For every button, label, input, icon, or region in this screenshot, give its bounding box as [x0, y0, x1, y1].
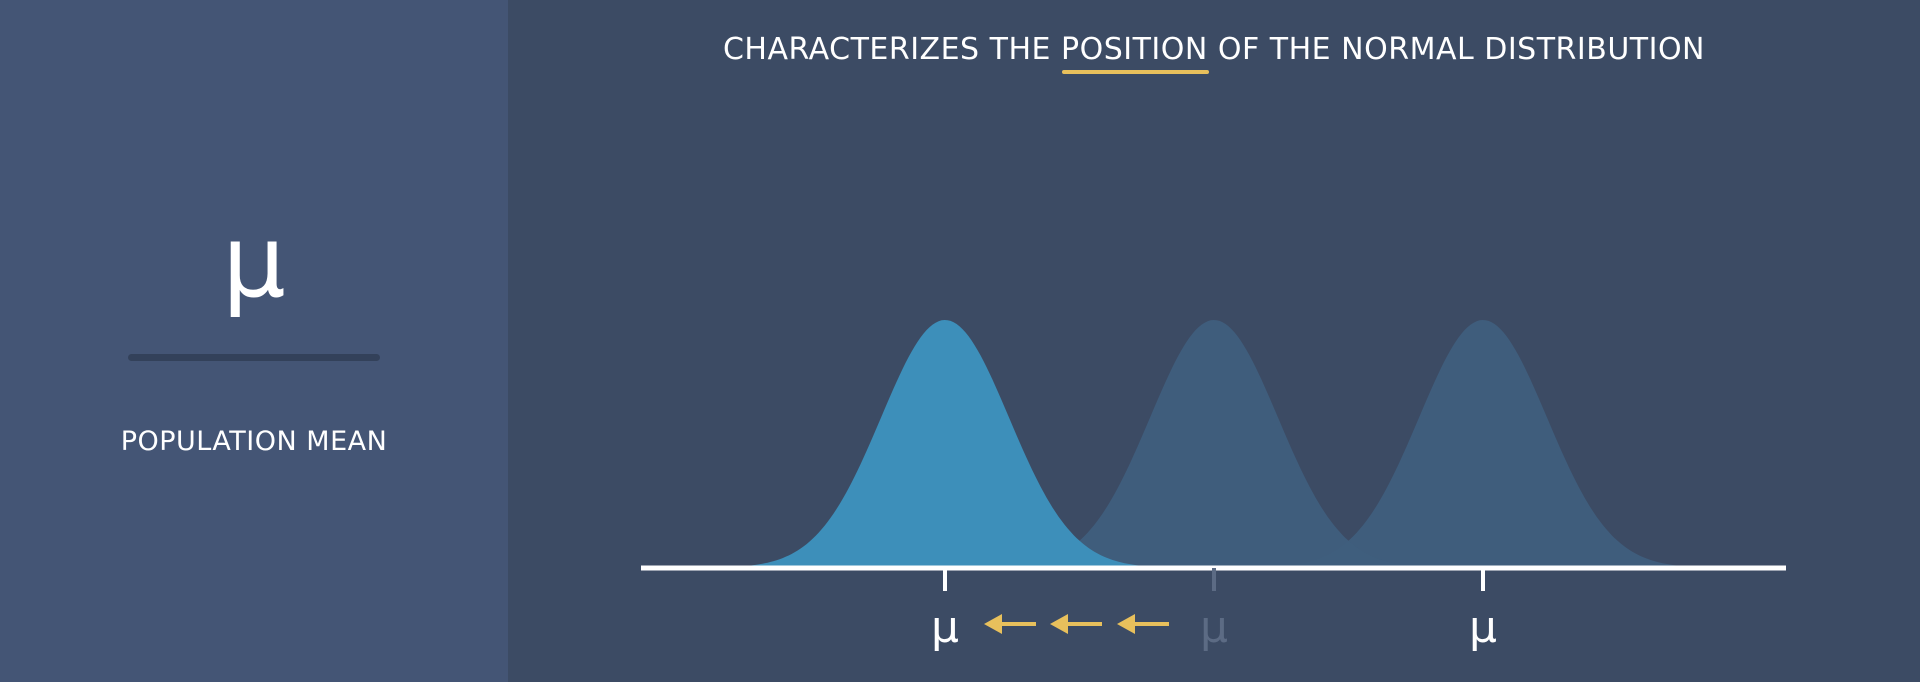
- arrow-left-icon: [1117, 614, 1169, 634]
- curves-group: [650, 320, 1778, 568]
- shift-arrows-group: [984, 614, 1169, 634]
- curve-active: [650, 320, 1240, 568]
- arrow-left-icon: [984, 614, 1036, 634]
- curve-faded-middle: [919, 320, 1509, 568]
- mean-label-active: μ: [931, 602, 959, 653]
- mean-label-faded-right: μ: [1469, 602, 1497, 653]
- slide-title: CHARACTERIZES THE POSITION OF THE NORMAL…: [508, 32, 1920, 74]
- mu-symbol: μ: [222, 203, 286, 320]
- term-label: POPULATION MEAN: [120, 426, 388, 457]
- title-part-1: CHARACTERIZES THE: [722, 32, 1051, 67]
- title-part-2: OF THE NORMAL DISTRIBUTION: [1217, 32, 1706, 67]
- title-highlight: POSITION: [1061, 32, 1209, 74]
- mean-label-faded-middle: μ: [1200, 602, 1228, 653]
- arrow-left-icon: [1050, 614, 1102, 634]
- definition-panel: μ POPULATION MEAN: [0, 0, 508, 682]
- divider: [128, 354, 380, 361]
- ticks-group: [943, 568, 1485, 591]
- curve-faded-right: [1188, 320, 1778, 568]
